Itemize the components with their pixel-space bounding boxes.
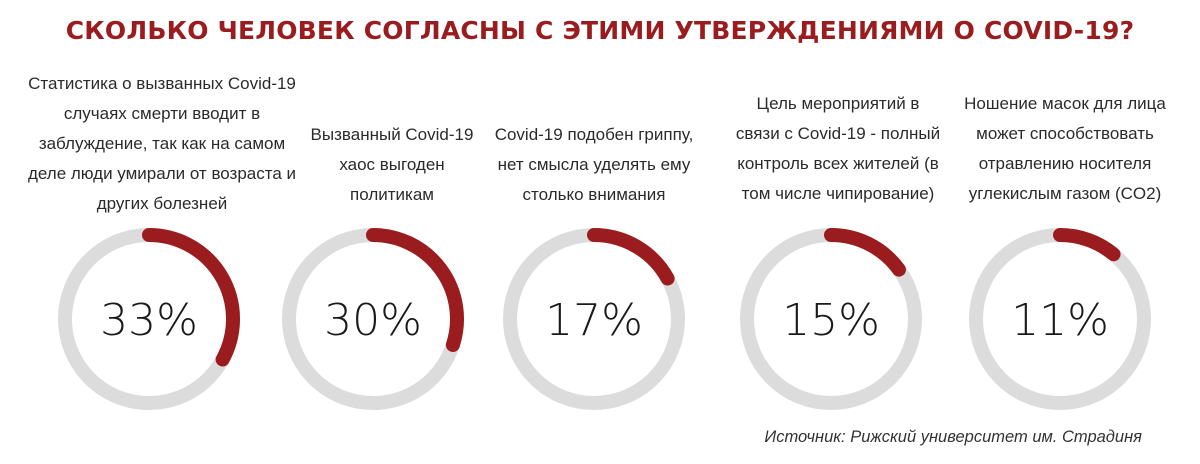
statement-label-line: политикам — [350, 185, 434, 204]
gauge-column: Covid-19 подобен гриппу, нет смысла уделя… — [484, 0, 704, 464]
statement-label: Ношение масок для лица может способствова… — [950, 89, 1180, 209]
statement-label-line: деле люди умирали от возраста и — [27, 164, 297, 183]
gauge-value-label: 17% — [545, 295, 643, 346]
statement-label-line: контроль всех жителей (в — [737, 154, 939, 173]
statement-label-line: Цель мероприятий в — [756, 94, 920, 113]
gauge-value-label: 11% — [1011, 295, 1109, 346]
statement-label-line: Covid-19 подобен гриппу, — [494, 125, 694, 144]
statement-label-line: заблуждение, так как на самом — [38, 134, 286, 153]
statement-label-line: связи с Covid-19 - полный — [735, 124, 941, 143]
donut-gauge: 30% — [278, 224, 468, 414]
statement-label-line: отравлению носителя — [978, 154, 1152, 173]
statement-label: Цель мероприятий в связи с Covid-19 - пол… — [718, 89, 958, 209]
statement-label-line: столько внимания — [522, 185, 666, 204]
chart-title: СКОЛЬКО ЧЕЛОВЕК СОГЛАСНЫ С ЭТИМИ УТВЕРЖД… — [65, 16, 1135, 45]
donut-svg: 11% — [969, 228, 1151, 410]
donut-svg: 33% — [58, 228, 240, 410]
statement-label-line: углекислым газом (CO2) — [968, 184, 1162, 203]
donut-svg: 30% — [282, 228, 464, 410]
donut-gauge: 15% — [736, 224, 926, 414]
gauge-column: Ношение масок для лица может способствова… — [950, 0, 1180, 464]
donut-gauge: 17% — [499, 224, 689, 414]
statement-label-line: нет смысла уделять ему — [497, 155, 691, 174]
statement-label: Статистика о вызванных Covid-19 случаях с… — [12, 69, 312, 219]
gauge-value-label: 30% — [324, 295, 422, 346]
gauge-column: Вызванный Covid-19 хаос выгоден политикам — [277, 0, 507, 464]
gauge-value-label: 15% — [782, 295, 880, 346]
gauge-value-arc — [824, 228, 906, 277]
statement-label-line: Ношение масок для лица — [964, 94, 1166, 113]
statement-label-line: том числе чипирование) — [741, 184, 935, 203]
gauge-column: Цель мероприятий в связи с Covid-19 - пол… — [718, 0, 958, 464]
statement-label-line: других болезней — [96, 194, 228, 213]
donut-gauge: 33% — [54, 224, 244, 414]
statement-label-line: Вызванный Covid-19 — [310, 125, 474, 144]
gauge-value-arc — [366, 228, 464, 352]
gauge-value-arc — [587, 228, 675, 286]
gauge-column: Статистика о вызванных Covid-19 случаях с… — [12, 0, 312, 464]
statement-label-line: может способствовать — [976, 124, 1154, 143]
donut-svg: 15% — [740, 228, 922, 410]
donut-gauge: 11% — [965, 224, 1155, 414]
gauge-value-arc — [142, 228, 240, 367]
statement-label-line: случаях смерти вводит в — [63, 104, 261, 123]
statement-label-line: хаос выгоден — [339, 155, 445, 174]
gauge-value-label: 33% — [100, 295, 198, 346]
gauge-value-arc — [1053, 228, 1121, 262]
statement-label: Вызванный Covid-19 хаос выгоден политикам — [277, 120, 507, 210]
statement-label-line: Статистика о вызванных Covid-19 — [28, 74, 296, 93]
donut-svg: 17% — [503, 228, 685, 410]
statement-label: Covid-19 подобен гриппу, нет смысла уделя… — [484, 120, 704, 210]
source-note: Источник: Рижский университет им. Стради… — [764, 428, 1142, 446]
